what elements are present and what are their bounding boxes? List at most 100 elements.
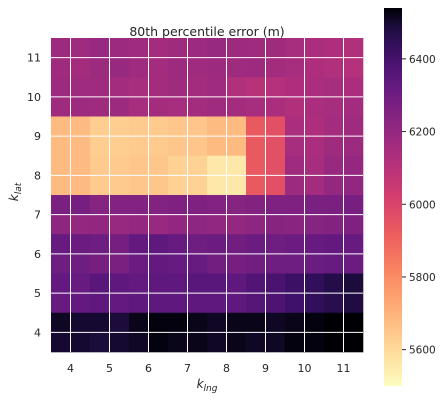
- heatmap-cell: [148, 38, 169, 58]
- heatmap-cell: [129, 253, 149, 274]
- heatmap-cell: [265, 253, 286, 274]
- heatmap-cell: [129, 293, 149, 314]
- heatmap-cell: [187, 214, 208, 235]
- heatmap-cell: [168, 38, 188, 58]
- heatmap-cell: [304, 136, 325, 157]
- heatmap-cell: [246, 116, 266, 137]
- heatmap-cell: [324, 195, 344, 215]
- heatmap-cells: [51, 38, 364, 353]
- heatmap-cell: [226, 253, 247, 274]
- heatmap-cell: [304, 57, 325, 78]
- heatmap-cell: [109, 195, 130, 215]
- heatmap-cell: [90, 273, 110, 294]
- heatmap-cell: [187, 57, 208, 78]
- heatmap-cell: [70, 116, 91, 137]
- heatmap-cell: [324, 96, 344, 117]
- heatmap-cell: [207, 175, 227, 196]
- heatmap-cell: [246, 195, 266, 215]
- heatmap-cell: [343, 96, 364, 117]
- heatmap-cell: [343, 234, 364, 255]
- heatmap-cell: [51, 293, 71, 314]
- heatmap-cell: [51, 57, 71, 78]
- x-tick-label: 9: [262, 362, 269, 375]
- heatmap-cell: [70, 253, 91, 274]
- heatmap-cell: [109, 116, 130, 137]
- heatmap-cell: [246, 234, 266, 255]
- heatmap-cell: [168, 234, 188, 255]
- heatmap-cell: [90, 136, 110, 157]
- heatmap-cell: [148, 234, 169, 255]
- heatmap-cell: [109, 234, 130, 255]
- heatmap-cell: [109, 175, 130, 196]
- heatmap-cell: [265, 234, 286, 255]
- heatmap-cell: [285, 136, 305, 157]
- heatmap-cell: [265, 293, 286, 314]
- heatmap-cell: [148, 293, 169, 314]
- heatmap-cell: [343, 136, 364, 157]
- heatmap-cell: [226, 136, 247, 157]
- heatmap-cell: [129, 38, 149, 58]
- heatmap-cell: [109, 332, 130, 353]
- heatmap-cell: [148, 332, 169, 353]
- heatmap-cell: [246, 175, 266, 196]
- heatmap-cell: [51, 96, 71, 117]
- y-tick-label: 8: [34, 169, 41, 182]
- heatmap-cell: [168, 195, 188, 215]
- heatmap-cell: [90, 116, 110, 137]
- x-tick-label: 10: [298, 362, 312, 375]
- colorbar-tick-label: 6200: [409, 127, 436, 139]
- heatmap-cell: [324, 175, 344, 196]
- heatmap-cell: [168, 77, 188, 98]
- heatmap-cell: [207, 234, 227, 255]
- heatmap-cell: [343, 253, 364, 274]
- heatmap-cell: [265, 195, 286, 215]
- heatmap-cell: [343, 175, 364, 196]
- heatmap-cell: [207, 136, 227, 157]
- heatmap-cell: [285, 38, 305, 58]
- heatmap-cell: [129, 273, 149, 294]
- x-axis-label-subscript: lng: [204, 384, 218, 394]
- heatmap-cell: [343, 312, 364, 333]
- y-tick-label: 5: [34, 287, 41, 300]
- heatmap-cell: [70, 57, 91, 78]
- heatmap-cell: [265, 312, 286, 333]
- heatmap-cell: [129, 175, 149, 196]
- heatmap-cell: [70, 155, 91, 176]
- heatmap-cell: [304, 312, 325, 333]
- heatmap-cell: [51, 312, 71, 333]
- heatmap-cell: [168, 332, 188, 353]
- heatmap-cell: [285, 155, 305, 176]
- heatmap-cell: [207, 332, 227, 353]
- heatmap-cell: [129, 77, 149, 98]
- heatmap-cell: [187, 234, 208, 255]
- heatmap-cell: [187, 312, 208, 333]
- heatmap-cell: [51, 116, 71, 137]
- chart-title: 80th percentile error (m): [129, 24, 284, 39]
- heatmap-cell: [207, 77, 227, 98]
- heatmap-cell: [343, 195, 364, 215]
- y-axis-label: klat: [7, 182, 24, 201]
- heatmap-cell: [285, 214, 305, 235]
- heatmap-cell: [246, 332, 266, 353]
- colorbar-tick-label: 5800: [409, 272, 436, 284]
- heatmap-cell: [109, 57, 130, 78]
- y-tick-label: 11: [27, 52, 41, 65]
- x-tick-label: 5: [106, 362, 113, 375]
- heatmap-cell: [343, 214, 364, 235]
- heatmap-cell: [168, 96, 188, 117]
- heatmap-cell: [285, 77, 305, 98]
- heatmap-cell: [226, 57, 247, 78]
- heatmap-cell: [51, 77, 71, 98]
- y-tick-label: 6: [34, 248, 41, 261]
- heatmap-cell: [226, 214, 247, 235]
- heatmap-cell: [51, 332, 71, 353]
- heatmap-cell: [187, 195, 208, 215]
- heatmap-cell: [70, 38, 91, 58]
- heatmap-cell: [226, 38, 247, 58]
- heatmap-cell: [187, 293, 208, 314]
- heatmap-cell: [304, 214, 325, 235]
- heatmap-cell: [226, 155, 247, 176]
- heatmap-cell: [187, 77, 208, 98]
- heatmap-cell: [168, 155, 188, 176]
- heatmap-cell: [90, 253, 110, 274]
